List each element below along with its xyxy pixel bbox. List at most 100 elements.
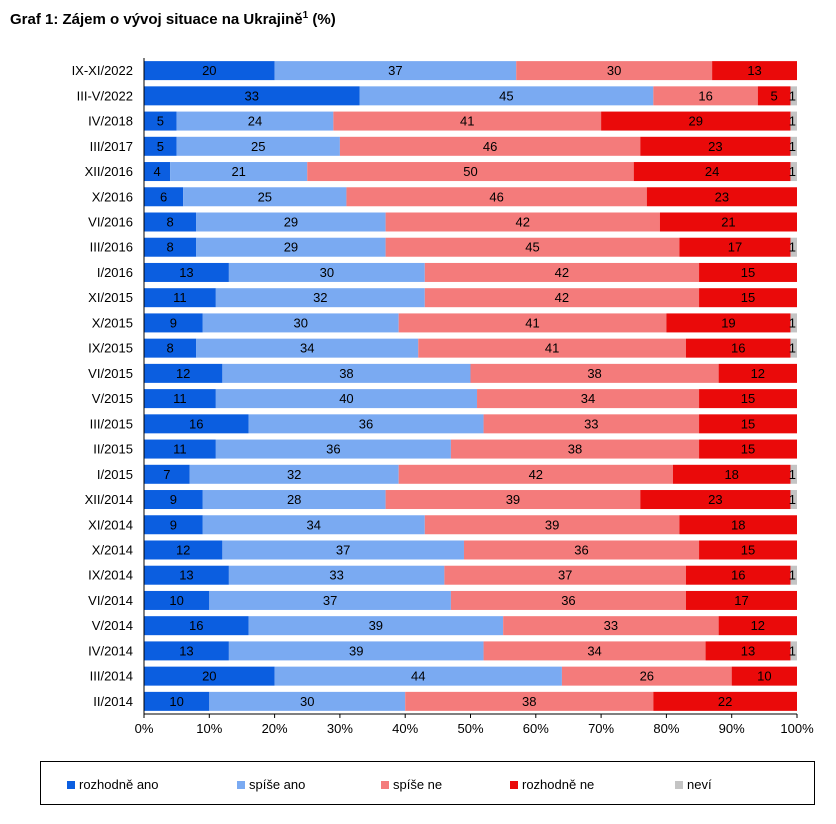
- bar-segment: [646, 187, 797, 207]
- data-label: 45: [499, 88, 513, 103]
- bar-segment: [790, 111, 797, 131]
- bar-segment: [685, 590, 797, 610]
- bar-segment: [144, 616, 249, 636]
- legend-swatch: [381, 781, 389, 789]
- data-label: 1: [789, 341, 796, 356]
- bar-segment: [228, 565, 445, 585]
- bar-segment: [418, 338, 686, 358]
- data-label: 1: [789, 88, 796, 103]
- data-label: 12: [176, 366, 190, 381]
- data-label: 1: [789, 315, 796, 330]
- legend-swatch: [510, 781, 518, 789]
- bar-segment: [144, 666, 275, 686]
- category-label: II/2015: [93, 442, 133, 457]
- bar-segment: [503, 616, 719, 636]
- bar-segment: [144, 162, 171, 182]
- data-label: 1: [789, 164, 796, 179]
- data-label: 9: [170, 315, 177, 330]
- bar-segment: [339, 136, 641, 156]
- bar-segment: [385, 237, 680, 257]
- bar-segment: [196, 212, 386, 232]
- data-label: 32: [313, 290, 327, 305]
- data-label: 38: [339, 366, 353, 381]
- x-tick-label: 80%: [653, 721, 679, 736]
- bar-segment: [359, 86, 654, 106]
- data-label: 8: [167, 341, 174, 356]
- data-label: 42: [555, 290, 569, 305]
- category-label: V/2015: [92, 391, 133, 406]
- bar-segment: [144, 363, 223, 383]
- bar-segment: [444, 565, 686, 585]
- bar-segment: [483, 414, 700, 434]
- data-label: 12: [176, 542, 190, 557]
- data-label: 37: [323, 593, 337, 608]
- category-label: I/2015: [97, 467, 133, 482]
- bar-segment: [144, 691, 210, 711]
- legend-label: spíše ne: [393, 777, 443, 792]
- bar-segment: [790, 565, 797, 585]
- data-label: 29: [284, 240, 298, 255]
- category-label: XII/2014: [85, 492, 133, 507]
- bar-segment: [666, 313, 791, 333]
- bar-segment: [640, 490, 791, 510]
- data-label: 42: [529, 467, 543, 482]
- bar-segment: [424, 288, 700, 308]
- bar-segment: [790, 136, 797, 156]
- data-label: 34: [587, 643, 601, 658]
- data-label: 36: [359, 416, 373, 431]
- bar-segment: [633, 162, 791, 182]
- data-label: 30: [293, 315, 307, 330]
- bar-segment: [333, 111, 602, 131]
- category-label: XI/2015: [88, 290, 133, 305]
- bar-segment: [144, 414, 249, 434]
- data-label: 15: [741, 391, 755, 406]
- bar-segment: [398, 313, 667, 333]
- category-label: III-V/2022: [77, 88, 133, 103]
- bar-segment: [202, 515, 425, 535]
- data-label: 36: [574, 542, 588, 557]
- bar-segment: [679, 237, 791, 257]
- data-label: 24: [248, 114, 262, 129]
- bar-segment: [790, 237, 797, 257]
- bar-segment: [790, 313, 797, 333]
- data-label: 16: [698, 88, 712, 103]
- data-label: 20: [202, 63, 216, 78]
- bar-segment: [450, 590, 686, 610]
- category-label: XI/2014: [88, 517, 133, 532]
- legend-label: rozhodně ano: [79, 777, 159, 792]
- data-label: 23: [708, 492, 722, 507]
- bar-segment: [699, 540, 797, 560]
- data-label: 23: [708, 139, 722, 154]
- data-label: 21: [721, 214, 735, 229]
- bar-segment: [274, 61, 517, 81]
- data-label: 1: [789, 492, 796, 507]
- legend-label: rozhodně ne: [522, 777, 595, 792]
- data-label: 5: [771, 88, 778, 103]
- bar-segment: [228, 641, 484, 661]
- data-label: 16: [731, 568, 745, 583]
- data-label: 11: [173, 391, 187, 406]
- data-label: 50: [463, 164, 477, 179]
- category-label: IX-XI/2022: [72, 63, 133, 78]
- data-label: 42: [516, 214, 530, 229]
- data-label: 4: [153, 164, 160, 179]
- category-label: IX/2014: [88, 568, 133, 583]
- bar-segment: [209, 691, 406, 711]
- bar-segment: [346, 187, 647, 207]
- bar-segment: [215, 389, 478, 409]
- bar-segment: [144, 641, 229, 661]
- bar-segment: [790, 464, 797, 484]
- bar-segment: [222, 540, 464, 560]
- x-tick-label: 20%: [262, 721, 288, 736]
- x-tick-label: 90%: [719, 721, 745, 736]
- data-label: 25: [251, 139, 265, 154]
- data-label: 26: [640, 669, 654, 684]
- data-label: 16: [731, 341, 745, 356]
- bar-segment: [144, 313, 203, 333]
- legend-label: spíše ano: [249, 777, 306, 792]
- category-label: X/2016: [92, 189, 133, 204]
- data-label: 30: [607, 63, 621, 78]
- x-tick-label: 0%: [135, 721, 154, 736]
- bar-segment: [398, 464, 673, 484]
- data-label: 13: [179, 265, 193, 280]
